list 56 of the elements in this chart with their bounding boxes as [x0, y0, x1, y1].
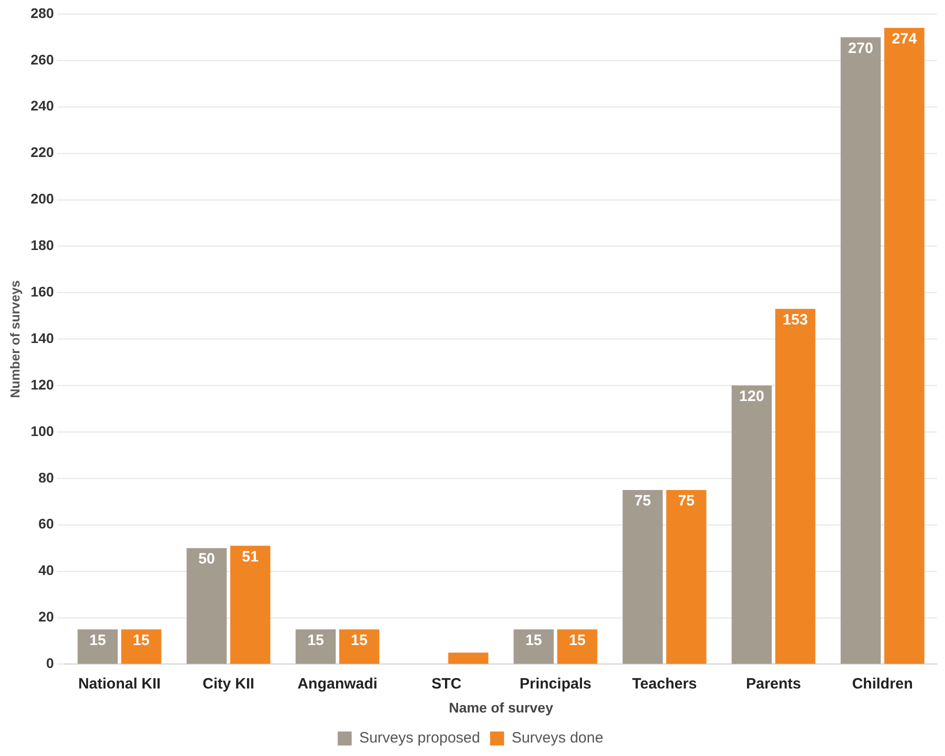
data-label: 15 [89, 632, 106, 650]
data-label: 15 [307, 632, 324, 650]
x-tick-label: STC [431, 675, 462, 692]
bar [557, 629, 598, 664]
y-tick-label: 120 [30, 376, 54, 392]
x-tick-label: Children [852, 675, 913, 692]
bar [186, 548, 227, 664]
data-label: 270 [848, 40, 874, 57]
data-label: 120 [739, 388, 764, 406]
legend-label: Surveys done [512, 730, 604, 747]
y-tick-label: 20 [38, 608, 54, 625]
y-tick-label: 280 [30, 4, 54, 21]
data-label: 15 [525, 632, 542, 650]
x-tick-label: National KII [78, 675, 161, 692]
bar [339, 629, 380, 664]
data-label: 274 [892, 30, 918, 48]
data-label: 15 [568, 632, 586, 650]
bar [666, 490, 706, 664]
data-label: 15 [350, 632, 368, 650]
bar [884, 28, 924, 664]
bar [840, 37, 881, 664]
y-tick-label: 40 [38, 562, 54, 578]
x-axis-title: Name of survey [448, 699, 554, 716]
y-tick-label: 160 [30, 284, 54, 300]
legend-label: Surveys proposed [359, 730, 480, 747]
y-tick-label: 200 [30, 190, 54, 207]
y-tick-label: 80 [38, 469, 54, 486]
y-tick-label: 100 [30, 422, 54, 439]
y-tick-label: 260 [30, 51, 54, 68]
y-axis-title: Number of surveys [7, 280, 22, 398]
bar [732, 386, 772, 664]
data-label: 153 [782, 312, 808, 329]
bar [448, 652, 488, 664]
bar [78, 629, 118, 664]
data-label: 15 [132, 632, 150, 650]
bar [622, 490, 663, 664]
y-tick-label: 140 [30, 330, 54, 346]
y-tick-label: 60 [38, 516, 54, 532]
x-tick-label: City KII [202, 675, 254, 692]
x-tick-label: Principals [520, 675, 592, 692]
data-label: 50 [198, 550, 216, 568]
data-label: 75 [678, 492, 695, 510]
bar [296, 629, 336, 664]
y-tick-label: 180 [30, 237, 54, 254]
y-tick-label: 0 [46, 655, 54, 672]
bar [121, 629, 162, 664]
x-tick-label: Teachers [632, 675, 697, 692]
data-label: 51 [242, 548, 259, 566]
x-tick-label: Parents [746, 675, 802, 692]
y-tick-label: 240 [30, 98, 54, 114]
data-label: 75 [634, 492, 652, 510]
y-tick-label: 220 [30, 144, 54, 160]
bar [230, 546, 270, 664]
bar [514, 629, 554, 664]
bar [775, 308, 816, 664]
x-tick-label: Anganwadi [297, 675, 378, 692]
